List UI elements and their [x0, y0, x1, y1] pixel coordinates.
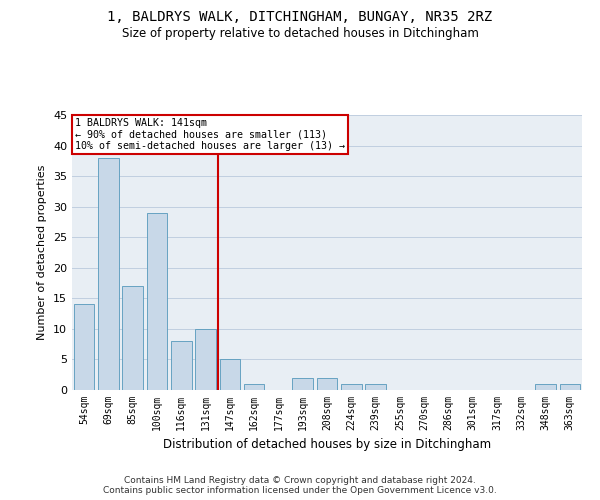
Bar	[74, 304, 94, 390]
Bar	[535, 384, 556, 390]
Bar	[220, 360, 240, 390]
Text: 1 BALDRYS WALK: 141sqm
← 90% of detached houses are smaller (113)
10% of semi-de: 1 BALDRYS WALK: 141sqm ← 90% of detached…	[74, 118, 344, 151]
Bar	[244, 384, 265, 390]
Bar	[560, 384, 580, 390]
Bar	[317, 378, 337, 390]
X-axis label: Distribution of detached houses by size in Ditchingham: Distribution of detached houses by size …	[163, 438, 491, 452]
Bar	[195, 329, 216, 390]
Text: 1, BALDRYS WALK, DITCHINGHAM, BUNGAY, NR35 2RZ: 1, BALDRYS WALK, DITCHINGHAM, BUNGAY, NR…	[107, 10, 493, 24]
Bar	[292, 378, 313, 390]
Bar	[171, 341, 191, 390]
Bar	[146, 213, 167, 390]
Bar	[365, 384, 386, 390]
Bar	[122, 286, 143, 390]
Text: Size of property relative to detached houses in Ditchingham: Size of property relative to detached ho…	[122, 28, 478, 40]
Y-axis label: Number of detached properties: Number of detached properties	[37, 165, 47, 340]
Bar	[98, 158, 119, 390]
Bar	[341, 384, 362, 390]
Text: Contains HM Land Registry data © Crown copyright and database right 2024.
Contai: Contains HM Land Registry data © Crown c…	[103, 476, 497, 495]
